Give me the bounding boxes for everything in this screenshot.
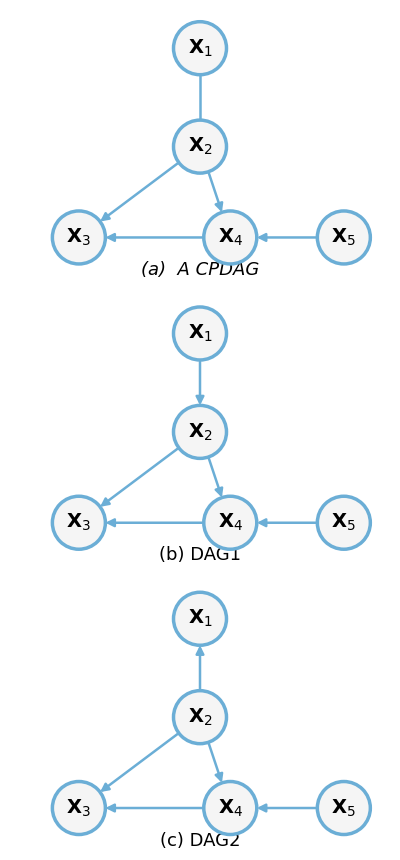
Circle shape <box>174 307 226 360</box>
Circle shape <box>204 211 257 264</box>
Circle shape <box>204 496 257 550</box>
Text: $\mathbf{X}_{3}$: $\mathbf{X}_{3}$ <box>66 512 91 533</box>
Text: $\mathbf{X}_{3}$: $\mathbf{X}_{3}$ <box>66 797 91 819</box>
Circle shape <box>174 593 226 645</box>
Text: (c) DAG2: (c) DAG2 <box>160 832 240 850</box>
Circle shape <box>204 782 257 834</box>
Circle shape <box>317 782 370 834</box>
Circle shape <box>174 22 226 75</box>
Circle shape <box>52 782 105 834</box>
Circle shape <box>174 120 226 173</box>
Text: $\mathbf{X}_{5}$: $\mathbf{X}_{5}$ <box>332 227 356 248</box>
Circle shape <box>317 496 370 550</box>
Text: $\mathbf{X}_{2}$: $\mathbf{X}_{2}$ <box>188 421 212 443</box>
Text: $\mathbf{X}_{2}$: $\mathbf{X}_{2}$ <box>188 136 212 157</box>
Text: $\mathbf{X}_{1}$: $\mathbf{X}_{1}$ <box>188 322 212 344</box>
Text: $\mathbf{X}_{5}$: $\mathbf{X}_{5}$ <box>332 797 356 819</box>
Text: (b) DAG1: (b) DAG1 <box>159 546 241 564</box>
Text: $\mathbf{X}_{4}$: $\mathbf{X}_{4}$ <box>218 227 243 248</box>
Text: $\mathbf{X}_{1}$: $\mathbf{X}_{1}$ <box>188 38 212 58</box>
Circle shape <box>52 496 105 550</box>
Circle shape <box>52 211 105 264</box>
Text: $\mathbf{X}_{1}$: $\mathbf{X}_{1}$ <box>188 608 212 630</box>
Circle shape <box>174 691 226 744</box>
Text: $\mathbf{X}_{2}$: $\mathbf{X}_{2}$ <box>188 707 212 728</box>
Circle shape <box>174 405 226 458</box>
Circle shape <box>317 211 370 264</box>
Text: $\mathbf{X}_{5}$: $\mathbf{X}_{5}$ <box>332 512 356 533</box>
Text: (a)  A CPDAG: (a) A CPDAG <box>141 261 259 280</box>
Text: $\mathbf{X}_{4}$: $\mathbf{X}_{4}$ <box>218 512 243 533</box>
Text: $\mathbf{X}_{4}$: $\mathbf{X}_{4}$ <box>218 797 243 819</box>
Text: $\mathbf{X}_{3}$: $\mathbf{X}_{3}$ <box>66 227 91 248</box>
